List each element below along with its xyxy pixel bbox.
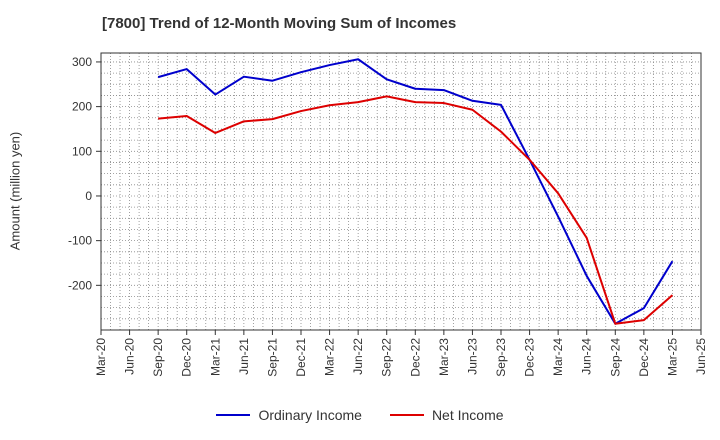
x-tick-label: Mar-24: [551, 338, 565, 376]
grid: [101, 53, 701, 330]
x-tick-label: Jun-22: [351, 338, 365, 375]
x-tick-label: Dec-24: [637, 338, 651, 377]
tick-labels: 300 200 100 0 -100 -200 Mar-20 Jun-20 Sep-20 Dec-…: [68, 55, 708, 377]
x-tick-label: Sep-24: [608, 338, 622, 377]
series-line-ordinary-income: [157, 58, 674, 325]
x-tick-label: Mar-20: [94, 338, 108, 376]
x-tick-label: Mar-23: [437, 338, 451, 376]
x-tick-label: Sep-20: [151, 338, 165, 377]
y-tick-label: -200: [68, 278, 92, 292]
x-tick-label: Dec-23: [523, 338, 537, 377]
y-tick-label: 300: [72, 55, 92, 69]
x-tick-label: Mar-21: [208, 338, 222, 376]
legend-label: Net Income: [431, 407, 504, 423]
x-tick-label: Mar-22: [323, 338, 337, 376]
x-tick-label: Mar-25: [665, 338, 679, 376]
x-tick-label: Jun-20: [123, 338, 137, 375]
axes: [96, 52, 702, 335]
legend-label: Ordinary Income: [258, 407, 362, 423]
y-tick-label: 200: [72, 100, 92, 114]
legend-item-ordinary-income: Ordinary Income: [216, 407, 362, 423]
series-line-net-income: [158, 95, 674, 325]
legend-swatch: [389, 414, 424, 416]
y-tick-label: 100: [72, 144, 92, 158]
x-tick-label: Sep-21: [265, 338, 279, 377]
plot-frame: [100, 52, 702, 331]
series-lines: [157, 58, 674, 325]
x-tick-label: Dec-20: [180, 338, 194, 377]
y-tick-label: -100: [68, 234, 92, 248]
x-tick-label: Dec-21: [294, 338, 308, 377]
legend-item-net-income: Net Income: [389, 407, 504, 423]
x-tick-label: Jun-25: [694, 338, 708, 375]
x-tick-label: Jun-21: [237, 338, 251, 375]
x-tick-label: Jun-23: [465, 338, 479, 375]
legend-swatch: [216, 414, 251, 416]
x-tick-label: Dec-22: [408, 338, 422, 377]
chart-title: [7800] Trend of 12-Month Moving Sum of I…: [102, 15, 457, 32]
legend: Ordinary Income Net Income: [0, 404, 720, 426]
x-tick-label: Sep-22: [380, 338, 394, 377]
x-tick-label: Sep-23: [494, 338, 508, 377]
y-tick-label: 0: [85, 189, 92, 203]
x-tick-label: Jun-24: [580, 338, 594, 375]
